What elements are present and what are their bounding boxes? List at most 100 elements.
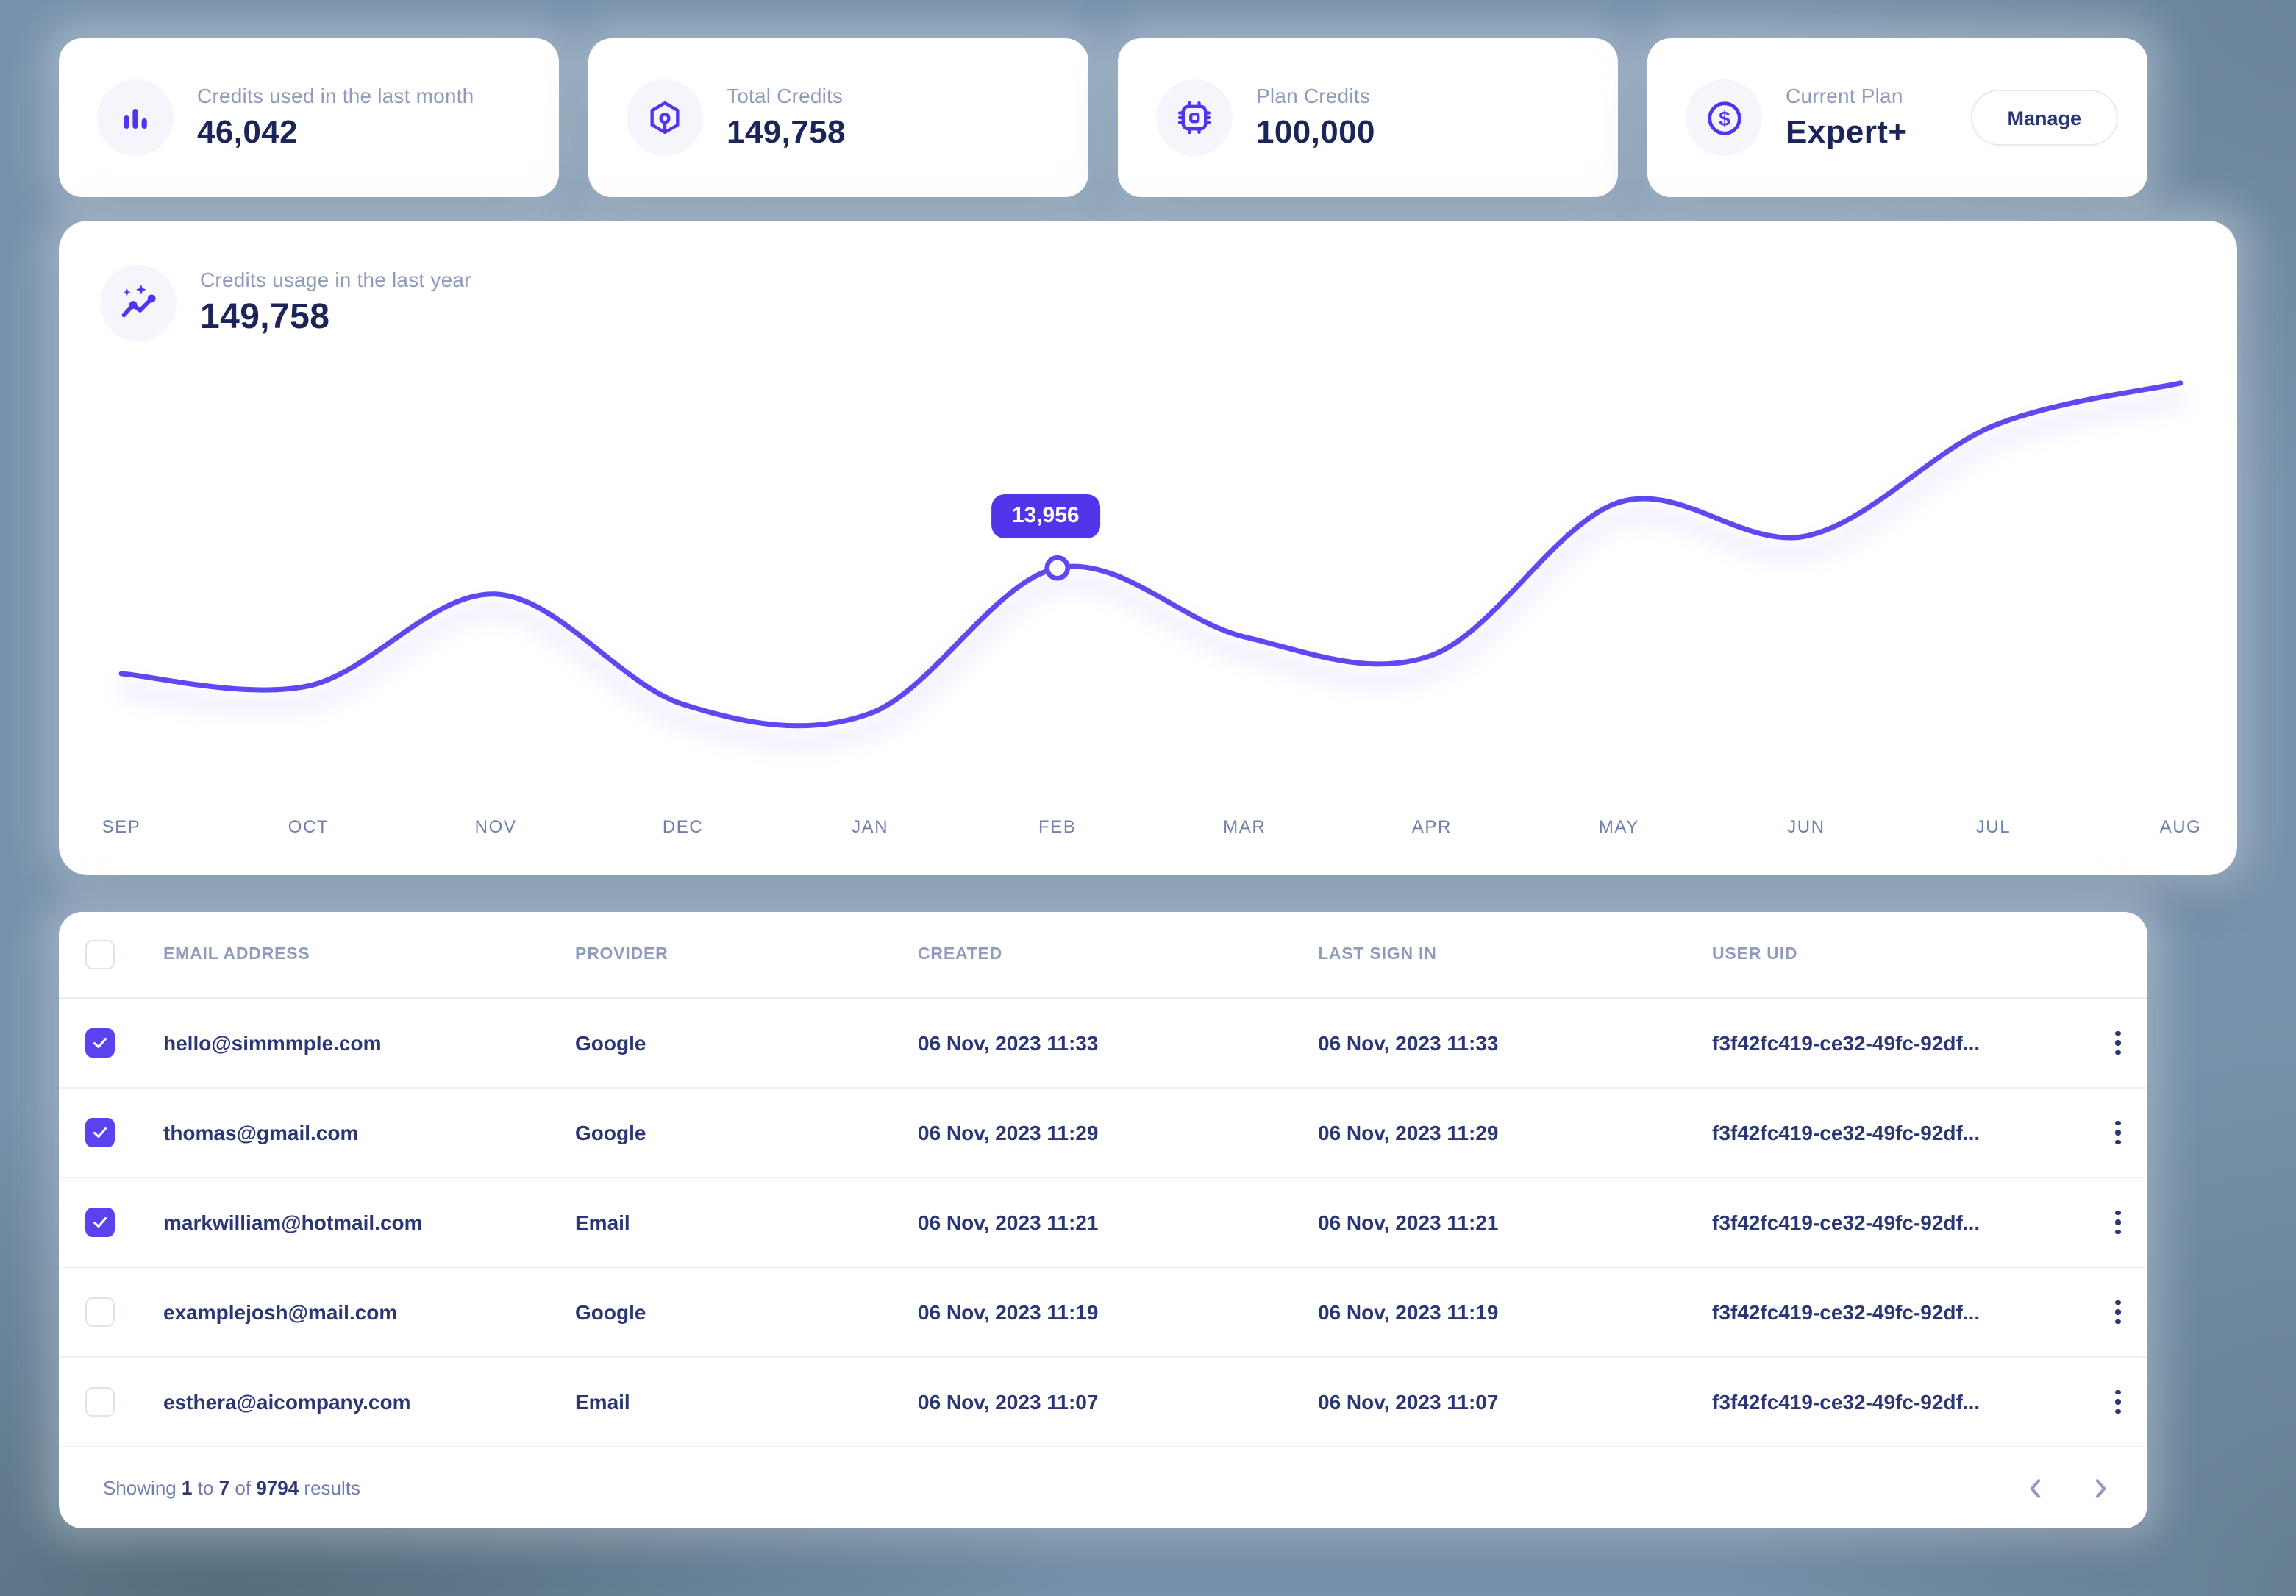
table-row: esthera@aicompany.com Email 06 Nov, 2023… bbox=[59, 1358, 2147, 1447]
chevron-right-icon bbox=[2095, 1478, 2106, 1497]
chart-total-value: 149,758 bbox=[200, 297, 330, 337]
cell-created: 06 Nov, 2023 11:07 bbox=[918, 1390, 1099, 1414]
table-header-row: EMAIL ADDRESS PROVIDER CREATED LAST SIGN… bbox=[59, 912, 2147, 999]
column-header-created: CREATED bbox=[918, 946, 1003, 963]
cell-created: 06 Nov, 2023 11:33 bbox=[918, 1031, 1099, 1055]
table-footer: Showing 1 to 7 of 9794 results bbox=[59, 1447, 2147, 1528]
previous-page-button[interactable] bbox=[2021, 1473, 2050, 1503]
cell-created: 06 Nov, 2023 11:21 bbox=[918, 1211, 1099, 1234]
stat-value: 149,758 bbox=[727, 113, 846, 150]
cell-email: hello@simmmple.com bbox=[163, 1031, 382, 1055]
cell-provider: Email bbox=[575, 1390, 630, 1414]
stat-info: Current Plan Expert+ bbox=[1786, 84, 1907, 152]
row-menu-button[interactable] bbox=[2110, 1115, 2127, 1151]
pagination bbox=[2021, 1473, 2115, 1503]
stat-card-credits-used: Credits used in the last month 46,042 bbox=[59, 38, 559, 197]
stat-label: Credits used in the last month bbox=[197, 84, 474, 107]
cell-last-sign-in: 06 Nov, 2023 11:29 bbox=[1318, 1121, 1499, 1144]
column-header-email: EMAIL ADDRESS bbox=[163, 946, 310, 963]
cell-email: thomas@gmail.com bbox=[163, 1121, 359, 1144]
table-row: examplejosh@mail.com Google 06 Nov, 2023… bbox=[59, 1268, 2147, 1358]
results-to: 7 bbox=[218, 1477, 230, 1499]
stat-label: Current Plan bbox=[1786, 84, 1903, 107]
check-icon bbox=[93, 1217, 107, 1228]
icon-circle bbox=[97, 79, 174, 156]
cell-email: examplejosh@mail.com bbox=[163, 1300, 398, 1324]
stat-label: Total Credits bbox=[727, 84, 844, 107]
usage-chart-card: Credits usage in the last year 149,758 S… bbox=[59, 221, 2237, 875]
row-checkbox[interactable] bbox=[85, 1297, 115, 1327]
dollar-icon: $ bbox=[1707, 101, 1741, 135]
stat-cards-row: Credits used in the last month 46,042 To… bbox=[59, 38, 2147, 197]
cell-created: 06 Nov, 2023 11:29 bbox=[918, 1121, 1099, 1144]
stat-value: 46,042 bbox=[197, 113, 298, 150]
cell-email: esthera@aicompany.com bbox=[163, 1390, 411, 1414]
cell-created: 06 Nov, 2023 11:19 bbox=[918, 1300, 1099, 1324]
row-checkbox[interactable] bbox=[85, 1387, 115, 1417]
cell-last-sign-in: 06 Nov, 2023 11:07 bbox=[1318, 1390, 1499, 1414]
stat-card-plan-credits: Plan Credits 100,000 bbox=[1118, 38, 1618, 197]
stat-card-total-credits: Total Credits 149,758 bbox=[588, 38, 1088, 197]
icon-circle bbox=[1156, 79, 1233, 156]
cell-last-sign-in: 06 Nov, 2023 11:21 bbox=[1318, 1211, 1499, 1234]
trend-line-icon bbox=[121, 284, 156, 318]
select-all-checkbox[interactable] bbox=[85, 940, 115, 969]
stat-label: Plan Credits bbox=[1256, 84, 1370, 107]
cell-provider: Google bbox=[575, 1031, 646, 1055]
chart-title: Credits usage in the last year bbox=[200, 268, 471, 291]
sparkle-icon bbox=[124, 288, 131, 296]
stat-card-current-plan: $ Current Plan Expert+ Manage bbox=[1647, 38, 2147, 197]
results-total: 9794 bbox=[256, 1477, 299, 1499]
results-summary: Showing 1 to 7 of 9794 results bbox=[103, 1477, 360, 1499]
bar-chart-icon bbox=[124, 109, 147, 129]
cell-provider: Google bbox=[575, 1121, 646, 1144]
cell-user-uid: f3f42fc419-ce32-49fc-92df... bbox=[1712, 1390, 1981, 1414]
column-header-provider: PROVIDER bbox=[575, 946, 669, 963]
table-row: hello@simmmple.com Google 06 Nov, 2023 1… bbox=[59, 999, 2147, 1089]
icon-circle bbox=[100, 265, 177, 341]
row-menu-button[interactable] bbox=[2110, 1205, 2127, 1241]
icon-circle bbox=[627, 79, 703, 156]
cube-icon bbox=[650, 101, 680, 135]
stat-info: Total Credits 149,758 bbox=[727, 84, 846, 152]
users-table-card: EMAIL ADDRESS PROVIDER CREATED LAST SIGN… bbox=[59, 912, 2147, 1528]
column-header-last-sign-in: LAST SIGN IN bbox=[1318, 946, 1437, 963]
manage-plan-button[interactable]: Manage bbox=[1970, 90, 2118, 146]
cell-user-uid: f3f42fc419-ce32-49fc-92df... bbox=[1712, 1300, 1981, 1324]
table-row: thomas@gmail.com Google 06 Nov, 2023 11:… bbox=[59, 1089, 2147, 1178]
next-page-button[interactable] bbox=[2086, 1473, 2115, 1503]
cell-last-sign-in: 06 Nov, 2023 11:33 bbox=[1318, 1031, 1499, 1055]
cell-email: markwilliam@hotmail.com bbox=[163, 1211, 423, 1234]
row-checkbox[interactable] bbox=[85, 1028, 115, 1058]
cell-last-sign-in: 06 Nov, 2023 11:19 bbox=[1318, 1300, 1499, 1324]
check-icon bbox=[93, 1038, 107, 1048]
stat-value: 100,000 bbox=[1256, 113, 1375, 150]
column-header-user-uid: USER UID bbox=[1712, 946, 1798, 963]
row-menu-button[interactable] bbox=[2110, 1025, 2127, 1061]
svg-text:$: $ bbox=[1718, 107, 1730, 129]
results-from: 1 bbox=[182, 1477, 193, 1499]
credits-usage-line-chart[interactable] bbox=[59, 221, 2237, 875]
stat-info: Plan Credits 100,000 bbox=[1256, 84, 1375, 152]
chart-header: Credits usage in the last year 149,758 bbox=[100, 265, 471, 341]
usage-line-series bbox=[118, 380, 2183, 729]
cell-provider: Google bbox=[575, 1300, 646, 1324]
icon-circle: $ bbox=[1686, 79, 1762, 156]
row-checkbox[interactable] bbox=[85, 1118, 115, 1147]
row-checkbox[interactable] bbox=[85, 1208, 115, 1237]
chart-marker-dot bbox=[1044, 555, 1071, 581]
row-menu-button[interactable] bbox=[2110, 1294, 2127, 1330]
stat-info: Credits usage in the last year 149,758 bbox=[200, 268, 471, 338]
stat-value: Expert+ bbox=[1786, 113, 1908, 150]
cpu-icon bbox=[1177, 101, 1211, 135]
cell-user-uid: f3f42fc419-ce32-49fc-92df... bbox=[1712, 1211, 1981, 1234]
cell-provider: Email bbox=[575, 1211, 630, 1234]
chart-tooltip: 13,956 bbox=[991, 494, 1100, 539]
cell-user-uid: f3f42fc419-ce32-49fc-92df... bbox=[1712, 1031, 1981, 1055]
table-row: markwilliam@hotmail.com Email 06 Nov, 20… bbox=[59, 1178, 2147, 1268]
sparkle-icon bbox=[135, 284, 146, 295]
check-icon bbox=[93, 1127, 107, 1138]
stat-info: Credits used in the last month 46,042 bbox=[197, 84, 474, 152]
row-menu-button[interactable] bbox=[2110, 1384, 2127, 1420]
